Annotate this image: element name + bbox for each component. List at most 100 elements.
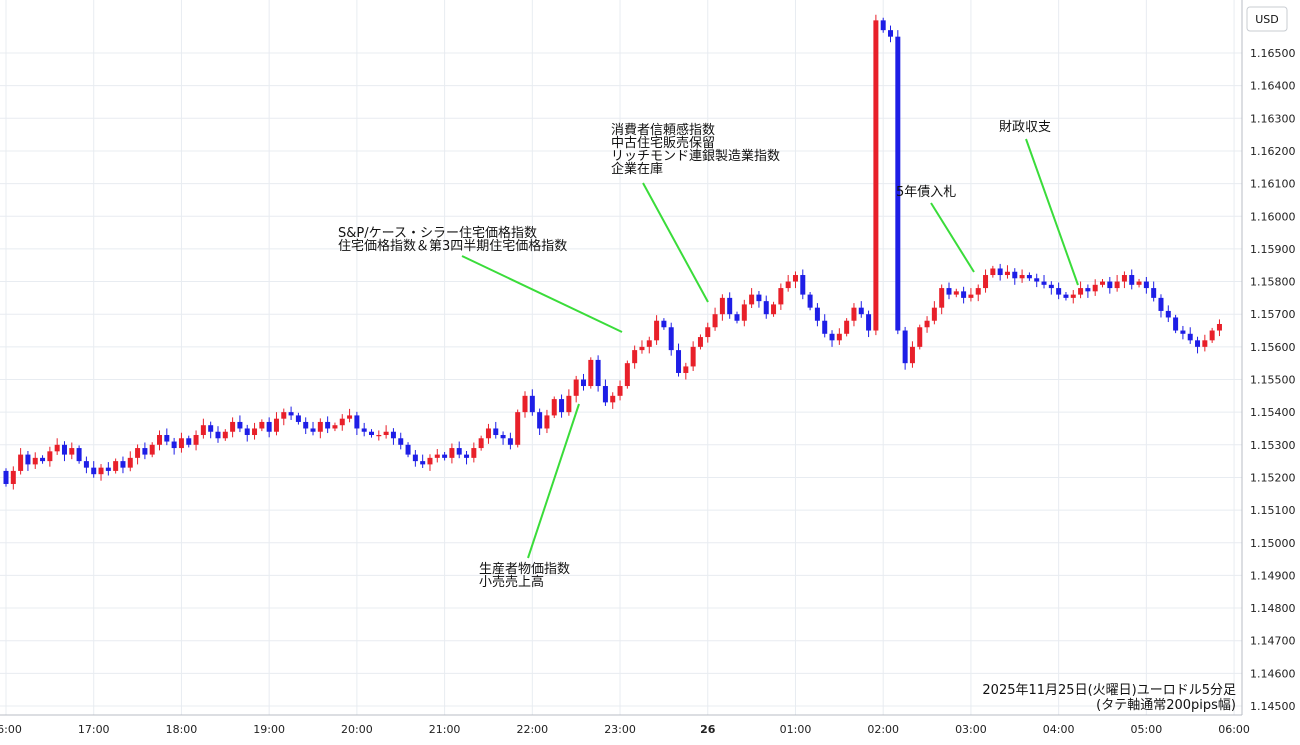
candle xyxy=(624,360,630,389)
candle xyxy=(76,445,82,464)
candle xyxy=(383,425,389,439)
y-tick-label: 1.16100 xyxy=(1250,178,1296,191)
candle xyxy=(880,17,886,33)
candle xyxy=(529,389,535,416)
annotation-label: 財政収支 xyxy=(999,120,1051,135)
candle xyxy=(1004,265,1010,279)
candle xyxy=(814,303,820,327)
candle xyxy=(464,451,470,465)
x-tick-label: 03:00 xyxy=(955,723,987,736)
y-tick-label: 1.16200 xyxy=(1250,145,1296,158)
candle xyxy=(778,283,784,310)
candle xyxy=(646,336,652,354)
x-tick-label: 22:00 xyxy=(516,723,548,736)
candle xyxy=(252,422,258,440)
candle xyxy=(1092,279,1098,296)
candle xyxy=(164,428,170,446)
candle xyxy=(120,456,126,474)
candle xyxy=(997,263,1003,281)
annotation-label: リッチモンド連銀製造業指数 xyxy=(611,148,780,164)
annotation-label: 生産者物価指数 xyxy=(479,561,570,577)
candle xyxy=(515,409,521,448)
annotation-pointer xyxy=(930,202,975,273)
candle xyxy=(602,379,608,406)
currency-box xyxy=(1246,6,1288,32)
candle xyxy=(712,307,718,331)
candle xyxy=(1216,319,1222,337)
candle xyxy=(895,30,901,335)
candle xyxy=(61,441,67,462)
candle xyxy=(244,424,250,442)
y-tick-label: 1.15000 xyxy=(1250,537,1296,550)
candle xyxy=(361,422,367,437)
candle xyxy=(310,421,316,436)
candle xyxy=(741,299,747,327)
candle xyxy=(412,450,418,467)
candle xyxy=(537,408,543,436)
candle xyxy=(690,341,696,372)
candle xyxy=(91,461,97,478)
candle xyxy=(281,408,287,426)
price-axis[interactable]: 1.16500 1.16400 1.16300 1.16200 1.16100 1.160… xyxy=(1246,6,1296,713)
candle xyxy=(230,417,236,438)
candle xyxy=(142,442,148,460)
candle xyxy=(1209,327,1215,343)
candle xyxy=(1158,294,1164,318)
candle xyxy=(771,301,777,317)
candle xyxy=(705,322,711,343)
candle xyxy=(266,417,272,438)
y-tick-label: 1.14800 xyxy=(1250,602,1296,615)
candle xyxy=(1070,290,1076,304)
y-tick-label: 1.16000 xyxy=(1250,210,1296,223)
candle xyxy=(1107,276,1113,294)
candle xyxy=(924,316,930,333)
x-tick-label: 20:00 xyxy=(341,723,373,736)
candle xyxy=(427,454,433,471)
candle xyxy=(1165,305,1171,323)
candle xyxy=(1180,325,1186,340)
candle xyxy=(654,315,660,345)
time-axis[interactable]: 16:00 17:00 18:00 19:00 20:00 21:00 22:00 23:00… xyxy=(0,723,1250,736)
candle xyxy=(376,430,382,441)
candle xyxy=(668,322,674,356)
candle xyxy=(478,435,484,451)
candle xyxy=(829,330,835,347)
candle xyxy=(1202,334,1208,352)
candle xyxy=(522,391,528,418)
candle xyxy=(734,311,740,324)
candle xyxy=(1034,273,1040,288)
candle xyxy=(317,418,323,439)
candle xyxy=(800,269,806,300)
y-tick-label: 1.15700 xyxy=(1250,308,1296,321)
candle xyxy=(215,426,221,443)
annotation-label: S&P/ケース・シラー住宅価格指数 xyxy=(338,225,537,241)
candle xyxy=(1048,281,1054,295)
candle xyxy=(69,442,75,460)
y-tick-label: 1.14900 xyxy=(1250,569,1296,582)
candle xyxy=(588,357,594,389)
y-tick-label: 1.15400 xyxy=(1250,406,1296,419)
candle xyxy=(1019,269,1025,283)
annotation-pointer xyxy=(527,403,580,559)
candle xyxy=(3,468,9,487)
candle xyxy=(756,291,762,308)
candle xyxy=(719,294,725,321)
candle xyxy=(1012,268,1018,285)
x-tick-label: 06:00 xyxy=(1218,723,1250,736)
candle xyxy=(1056,282,1062,300)
candle xyxy=(325,416,331,434)
candle xyxy=(1187,327,1193,344)
annotation-label: 5年債入札 xyxy=(896,185,956,200)
candle xyxy=(697,334,703,350)
candle xyxy=(485,423,491,444)
candle xyxy=(471,442,477,463)
candle xyxy=(551,396,557,419)
candle xyxy=(456,441,462,459)
candle xyxy=(917,324,923,350)
candle xyxy=(434,449,440,463)
x-tick-label: 05:00 xyxy=(1131,723,1163,736)
candle xyxy=(822,314,828,338)
candle xyxy=(1136,278,1142,288)
